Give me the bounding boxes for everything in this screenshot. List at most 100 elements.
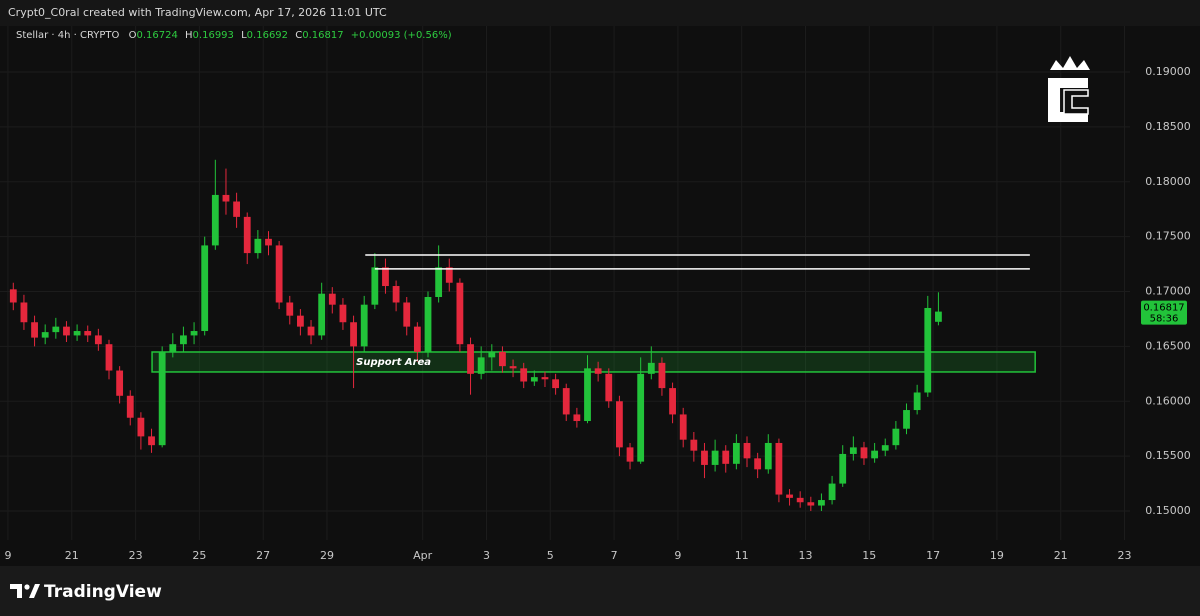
candle-body (935, 311, 942, 322)
x-tick-label: 21 (1054, 549, 1068, 562)
candle-body (126, 395, 134, 418)
x-tick-label: 27 (256, 549, 270, 562)
candle-body (190, 331, 198, 336)
candle-body (286, 302, 294, 316)
y-tick-label: 0.16000 (1145, 394, 1191, 407)
candle-body (222, 194, 230, 202)
candle-body (520, 368, 528, 382)
footer-bar (0, 566, 1200, 616)
candle-body (445, 267, 453, 283)
candle-body (371, 267, 379, 305)
candle-body (711, 450, 719, 465)
candle-body (105, 344, 113, 371)
footer-logo (10, 584, 40, 598)
candle-body (31, 322, 38, 338)
candle-body (849, 447, 857, 454)
y-tick-label: 0.19000 (1145, 65, 1191, 78)
candle-body (137, 417, 145, 437)
candle-body (796, 497, 804, 503)
x-tick-label: 19 (990, 549, 1004, 562)
x-tick-label: 29 (320, 549, 334, 562)
candle-body (509, 366, 517, 369)
logo-v (29, 584, 40, 598)
plot: 0.15000 0.15500 0.16000 0.16500 0.17000 0.175… (0, 26, 1191, 562)
candle-body (435, 267, 443, 297)
x-tick-label: 13 (798, 549, 812, 562)
candle-body (158, 351, 166, 446)
y-tick-label: 0.17500 (1145, 230, 1191, 243)
x-tick-label: 23 (1118, 549, 1132, 562)
ohlc-value: 0.16993 (193, 30, 234, 41)
candle-body (52, 326, 60, 333)
candle-body (499, 351, 506, 367)
candle-body (562, 388, 570, 415)
candle-body (424, 297, 432, 352)
candle-body (647, 362, 655, 374)
watermark-logo (1048, 56, 1090, 122)
candle-body (626, 447, 634, 462)
candle-body (382, 267, 389, 287)
candle-body (211, 194, 219, 246)
support-area (151, 351, 1036, 373)
logo-t (10, 584, 22, 598)
ohlc-value: 0.16692 (247, 30, 288, 41)
candle-body (530, 377, 538, 382)
candle-body (265, 238, 272, 246)
x-tick-label: 21 (65, 549, 79, 562)
x-tick-label: 9 (4, 549, 11, 562)
candle-body (892, 428, 900, 446)
candle-body (881, 445, 889, 451)
candle-body (690, 439, 698, 451)
candle-body (839, 453, 847, 484)
x-tick-label: 3 (483, 549, 490, 562)
candle-body (913, 392, 921, 411)
candle-body (254, 238, 262, 254)
candle-body (328, 293, 336, 305)
x-tick-label: Apr (413, 549, 433, 562)
candle-body (94, 335, 102, 345)
last-price: 0.16817 (1143, 303, 1184, 314)
candle-body (350, 322, 357, 347)
candle-body (296, 315, 304, 327)
credit: Crypt0_C0ral created with TradingView.co… (8, 6, 387, 19)
candle-body (318, 293, 326, 336)
candle-body (233, 201, 240, 217)
y-tick-label: 0.15000 (1145, 504, 1191, 517)
y-tick-label: 0.18500 (1145, 120, 1191, 133)
candle-body (903, 410, 910, 429)
candle-body (467, 344, 474, 374)
crown (1050, 56, 1090, 70)
footer-brand: TradingView (44, 582, 162, 602)
logo-c (1048, 78, 1088, 122)
candle-body (360, 304, 368, 347)
logo-c-inner (1063, 89, 1089, 115)
candle-body (722, 450, 730, 464)
candle-body (392, 286, 400, 303)
candle-body (637, 373, 645, 462)
candle-body (41, 332, 49, 338)
candle-body (754, 458, 762, 470)
ohlc-key: O (129, 30, 137, 41)
candle-body (584, 368, 591, 422)
candle-body (786, 494, 793, 498)
candle-body (307, 326, 315, 336)
candle-body (63, 326, 70, 336)
candle-body (9, 289, 17, 303)
candle-body (456, 282, 464, 345)
header-bar (0, 0, 1200, 26)
candle-body (616, 401, 623, 448)
candle-body (860, 447, 868, 459)
candle-body (148, 436, 155, 446)
candle-body (477, 357, 485, 374)
candle-body (679, 414, 687, 440)
x-tick-label: 17 (926, 549, 940, 562)
candle-body (243, 216, 251, 254)
x-tick-label: 23 (129, 549, 143, 562)
x-tick-label: 5 (547, 549, 554, 562)
candle-body (701, 450, 708, 465)
last-price-tag (1141, 300, 1187, 325)
candle-body (732, 442, 740, 464)
ohlc-key: H (185, 30, 193, 41)
y-tick-label: 0.17000 (1145, 285, 1191, 298)
